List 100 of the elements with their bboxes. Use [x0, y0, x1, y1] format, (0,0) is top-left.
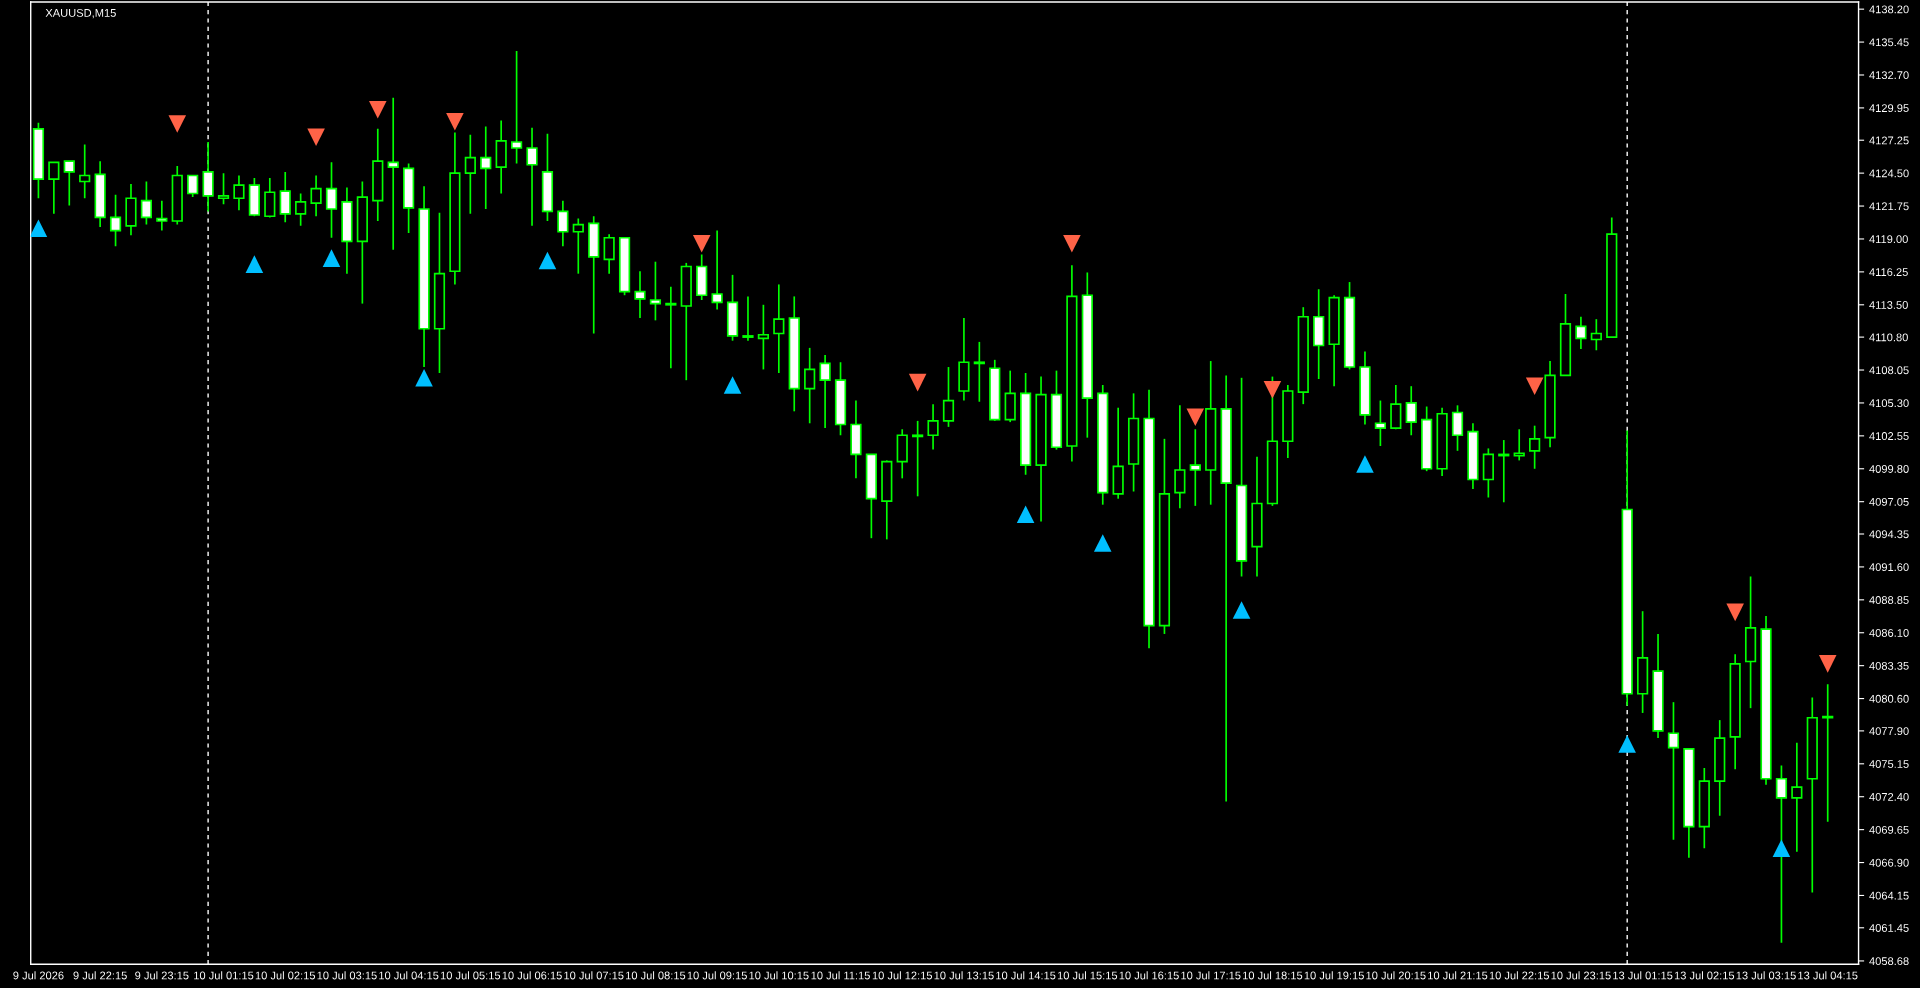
point — [245, 255, 264, 273]
point — [1726, 603, 1744, 622]
candlestick — [1513, 428, 1525, 462]
candlestick — [109, 193, 122, 247]
candlestick — [156, 199, 168, 232]
x-tick-label: 10 Jul 07:15 — [564, 971, 624, 980]
candlestick — [1775, 764, 1788, 944]
point — [1016, 505, 1035, 524]
candlestick — [387, 96, 399, 251]
candlestick — [572, 217, 584, 275]
x-tick-label: 10 Jul 05:15 — [440, 971, 501, 980]
y-tick-label: 4094.35 — [1869, 530, 1909, 539]
point — [168, 115, 187, 133]
x-tick-label: 10 Jul 06:15 — [502, 971, 562, 980]
y-tick-label: 4061.45 — [1869, 924, 1909, 932]
y-tick-label: 4110.80 — [1869, 333, 1908, 342]
y-tick-label: 4099.80 — [1869, 465, 1909, 473]
y-tick-label: 4069.65 — [1869, 825, 1909, 834]
point — [1356, 455, 1374, 473]
candlestick — [48, 161, 60, 215]
x-tick-label: 10 Jul 21:15 — [1428, 971, 1488, 980]
point — [723, 376, 742, 394]
y-tick-label: 4138.20 — [1869, 5, 1909, 14]
point — [307, 128, 325, 147]
candlestick — [1405, 385, 1417, 437]
point — [322, 249, 341, 267]
y-tick-label: 4072.40 — [1869, 792, 1909, 801]
candlestick — [233, 174, 245, 212]
candlestick — [634, 270, 646, 319]
y-tick-label: 4086.10 — [1869, 629, 1909, 637]
candlestick — [1451, 404, 1464, 452]
x-tick-label: 10 Jul 20:15 — [1366, 971, 1426, 980]
y-tick-label: 4124.50 — [1869, 169, 1909, 178]
y-tick-label: 4108.05 — [1869, 366, 1909, 375]
y-tick-label: 4097.05 — [1869, 497, 1909, 506]
candlestick — [649, 260, 662, 322]
candlestick — [557, 199, 569, 247]
y-tick-label: 4121.75 — [1869, 202, 1909, 211]
candlestick — [63, 160, 75, 207]
candlestick — [1529, 424, 1541, 470]
y-tick-label: 4132.70 — [1869, 71, 1909, 80]
candlestick — [1390, 384, 1402, 431]
candlestick — [279, 171, 291, 224]
x-tick-label: 10 Jul 02:15 — [255, 971, 316, 980]
x-tick-label: 13 Jul 01:15 — [1613, 971, 1673, 980]
x-tick-label: 13 Jul 02:15 — [1674, 971, 1735, 980]
y-tick-label: 4075.15 — [1869, 760, 1909, 768]
candlestick — [757, 303, 770, 371]
x-tick-label: 9 Jul 23:15 — [135, 971, 189, 980]
candlestick — [187, 174, 199, 198]
x-tick-label: 10 Jul 16:15 — [1119, 971, 1179, 980]
y-tick-label: 4083.35 — [1869, 661, 1909, 670]
x-tick-label: 10 Jul 10:15 — [749, 971, 809, 980]
y-tick-label: 4102.55 — [1869, 432, 1909, 440]
candlestick — [1374, 399, 1387, 447]
y-tick-label: 4058.68 — [1869, 957, 1909, 966]
x-tick-label: 10 Jul 11:15 — [811, 971, 870, 980]
x-tick-label: 10 Jul 23:15 — [1551, 971, 1611, 980]
candlestick — [325, 161, 338, 239]
candlestick — [1189, 428, 1201, 507]
point — [908, 373, 927, 392]
point — [368, 100, 387, 119]
x-tick-label: 10 Jul 18:15 — [1243, 971, 1303, 980]
y-tick-label: 4116.25 — [1869, 268, 1908, 277]
y-tick-label: 4088.85 — [1869, 596, 1909, 604]
x-tick-label: 10 Jul 09:15 — [687, 971, 747, 980]
y-tick-label: 4080.60 — [1869, 694, 1909, 703]
candlestick — [711, 229, 723, 311]
x-tick-label: 10 Jul 14:15 — [996, 971, 1056, 980]
point — [1093, 534, 1112, 552]
y-tick-label: 4066.90 — [1869, 858, 1909, 867]
y-tick-label: 4135.45 — [1869, 38, 1909, 47]
y-tick-label: 4105.30 — [1869, 399, 1909, 408]
text: XAUUSD,M15 — [45, 9, 116, 19]
point — [415, 369, 433, 387]
y-tick-label: 4127.25 — [1869, 136, 1909, 145]
x-tick-label: 9 Jul 22:15 — [73, 971, 127, 980]
point — [1818, 655, 1837, 673]
x-tick-label: 10 Jul 15:15 — [1057, 971, 1118, 980]
candlestick — [217, 172, 230, 206]
y-tick-label: 4064.15 — [1869, 891, 1909, 900]
candlestick — [310, 174, 322, 218]
candlestick — [1590, 318, 1602, 352]
candlestick — [603, 233, 615, 275]
candlestick — [79, 143, 91, 200]
point — [1063, 234, 1081, 253]
x-tick-label: 10 Jul 19:15 — [1304, 971, 1364, 980]
candlestick — [973, 341, 985, 403]
point — [1232, 601, 1251, 619]
candlestick — [742, 295, 754, 342]
candlestick — [927, 403, 939, 451]
y-tick-label: 4077.90 — [1869, 727, 1909, 736]
candlestick — [464, 133, 476, 215]
candlestick — [140, 180, 153, 226]
y-tick-label: 4129.95 — [1869, 104, 1909, 113]
candlestick — [1575, 315, 1587, 350]
candlestick — [942, 366, 955, 428]
x-tick-label: 10 Jul 08:15 — [626, 971, 686, 980]
x-tick-label: 10 Jul 01:15 — [194, 971, 254, 980]
candlestick — [773, 283, 785, 374]
